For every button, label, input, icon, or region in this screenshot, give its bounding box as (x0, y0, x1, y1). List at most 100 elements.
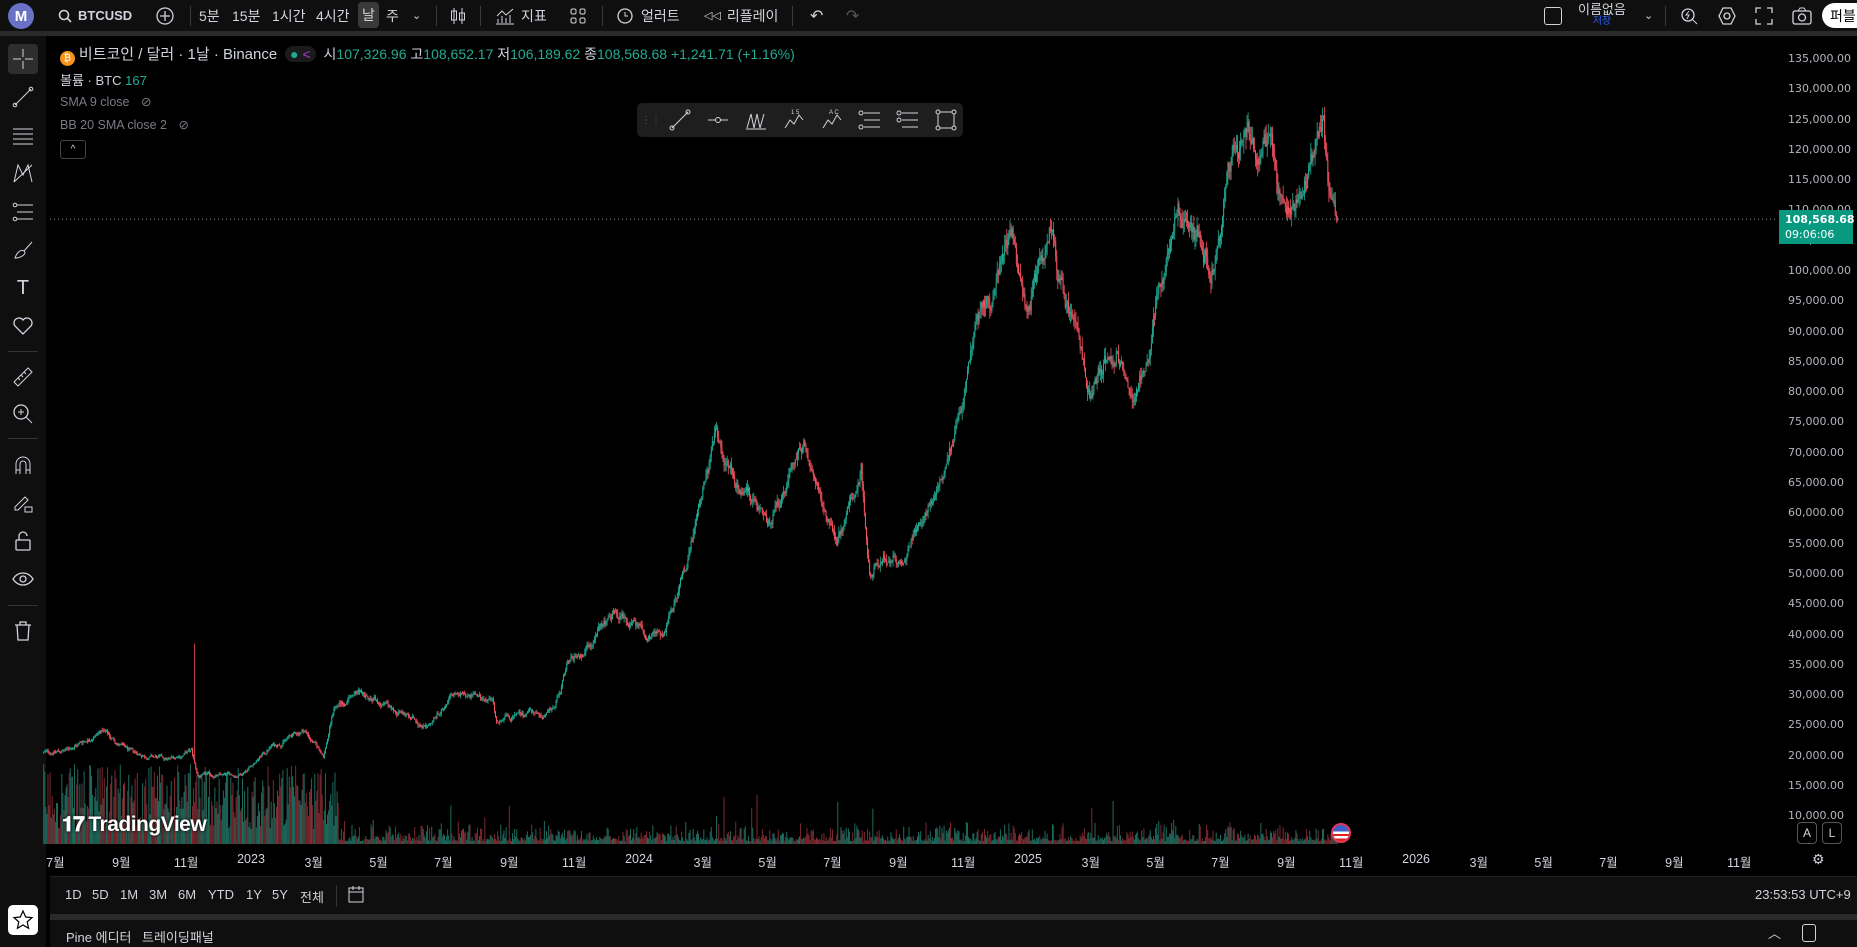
candle-body (638, 624, 640, 626)
eye-hidden-icon[interactable]: ⊘ (140, 95, 152, 109)
undo-icon[interactable]: ↶ (810, 7, 824, 25)
candle (1192, 223, 1194, 243)
candle-body (1239, 148, 1241, 159)
symbol-search-button[interactable]: BTCUSD (58, 0, 132, 31)
candle-body (711, 441, 713, 449)
watchlist-star-icon[interactable] (8, 905, 38, 935)
candle-body (631, 621, 633, 624)
volume-bar (1302, 840, 1304, 844)
trash-icon[interactable] (8, 616, 38, 646)
candle (432, 720, 434, 726)
publish-button[interactable]: 퍼블 (1822, 3, 1857, 28)
candle (67, 745, 69, 751)
candle-body (452, 695, 454, 697)
interval-15m[interactable]: 15분 (232, 7, 261, 24)
camera-icon[interactable] (1792, 0, 1812, 31)
candle (773, 509, 775, 517)
volume-bar (1111, 840, 1113, 844)
drag-handle-icon[interactable]: ⋮⋮ (641, 114, 661, 126)
market-status-icon[interactable]: ● < (285, 46, 316, 62)
candle-body (1109, 356, 1111, 360)
volume-bar (185, 785, 187, 844)
trend-line-icon[interactable] (667, 107, 693, 133)
replay-button[interactable]: ◁◁ 리플레이 (704, 0, 778, 31)
fib-extension-icon[interactable] (895, 107, 921, 133)
abc-wave-icon[interactable]: A C (819, 107, 845, 133)
candle (936, 486, 938, 501)
volume-bar (558, 831, 560, 844)
candle (593, 636, 595, 644)
volume-bar (1103, 839, 1105, 844)
candle-body (489, 698, 491, 700)
sma-legend[interactable]: SMA 9 close ⊘ (60, 94, 151, 109)
rectangle-icon[interactable] (933, 107, 959, 133)
xabcd-pattern-icon[interactable] (743, 107, 769, 133)
text-icon[interactable]: T (16, 276, 30, 299)
indicators-button[interactable]: 지표 (495, 0, 547, 31)
lock-icon[interactable] (8, 526, 38, 556)
interval-1h[interactable]: 1시간 (272, 7, 306, 24)
quick-search-icon[interactable] (1679, 0, 1699, 31)
user-avatar[interactable]: M (8, 3, 34, 29)
symbol-title[interactable]: 비트코인 / 달러 · 1날 · Binance (78, 46, 278, 63)
candle (911, 534, 913, 545)
fib-icon[interactable] (8, 197, 38, 227)
layout-toggle-button[interactable] (1544, 0, 1562, 31)
compare-button[interactable] (155, 0, 175, 31)
volume-bar (945, 830, 947, 844)
horizontal-ray-icon[interactable] (705, 107, 731, 133)
volume-bar (304, 802, 306, 844)
volume-bar (923, 840, 925, 844)
zoom-in-icon[interactable] (8, 399, 38, 429)
volume-bar (810, 830, 812, 844)
pattern-icon[interactable] (8, 158, 38, 188)
magnet-icon[interactable] (8, 450, 38, 480)
volume-legend[interactable]: 볼륨 · BTC 167 (60, 70, 147, 89)
ruler-icon[interactable] (8, 362, 38, 392)
candle (274, 744, 276, 747)
interval-5m[interactable]: 5분 (199, 7, 220, 24)
interval-1w[interactable]: 주 (386, 7, 399, 24)
candle (307, 731, 309, 739)
candle (626, 617, 628, 626)
candle-body (715, 428, 717, 434)
interval-dropdown-chevron-icon[interactable]: ⌄ (412, 10, 422, 22)
redo-icon[interactable]: ↷ (846, 7, 860, 25)
volume-bar (1129, 831, 1131, 844)
lock-pencil-icon[interactable] (8, 488, 38, 518)
candle-body (1187, 220, 1189, 224)
candle-body (1282, 197, 1284, 200)
interval-4h[interactable]: 4시간 (316, 7, 350, 24)
candle (655, 630, 657, 637)
alert-button[interactable]: 얼러트 (615, 0, 680, 31)
us-flag-event-icon[interactable] (1331, 823, 1351, 843)
candles-icon (451, 7, 465, 24)
templates-button[interactable] (569, 0, 587, 31)
candle (79, 740, 81, 744)
collapse-legend-chevron-up-icon[interactable]: ^ (60, 140, 86, 159)
eye-hidden-icon[interactable]: ⊘ (178, 118, 189, 132)
layout-name-button[interactable]: 이름없음 저장 (1578, 0, 1626, 31)
eye-icon[interactable] (8, 564, 38, 594)
elliott-wave-icon[interactable]: 1 5 (781, 107, 807, 133)
interval-1d[interactable]: 날 (358, 2, 379, 28)
layout-chevron-icon[interactable]: ⌄ (1644, 10, 1654, 22)
trend-line-icon[interactable] (8, 82, 38, 112)
heart-icon[interactable] (8, 311, 38, 341)
crosshair-icon[interactable] (8, 44, 38, 74)
candle-body (454, 693, 456, 694)
volume-bar (446, 836, 448, 844)
settings-gear-icon[interactable] (1717, 0, 1737, 31)
fib-retracement-icon[interactable] (857, 107, 883, 133)
horizontal-lines-icon[interactable] (8, 120, 38, 150)
fullscreen-icon[interactable] (1755, 0, 1773, 31)
candle-body (709, 455, 711, 463)
brush-icon[interactable] (8, 235, 38, 265)
candle-body (1174, 217, 1176, 231)
volume-bar (407, 833, 409, 844)
bb-legend[interactable]: BB 20 SMA close 2 ⊘ (60, 117, 189, 132)
chart-pane[interactable] (50, 36, 1857, 876)
chart-type-button[interactable] (450, 0, 466, 31)
price-chart[interactable] (0, 0, 1857, 876)
candle-body (841, 529, 843, 532)
